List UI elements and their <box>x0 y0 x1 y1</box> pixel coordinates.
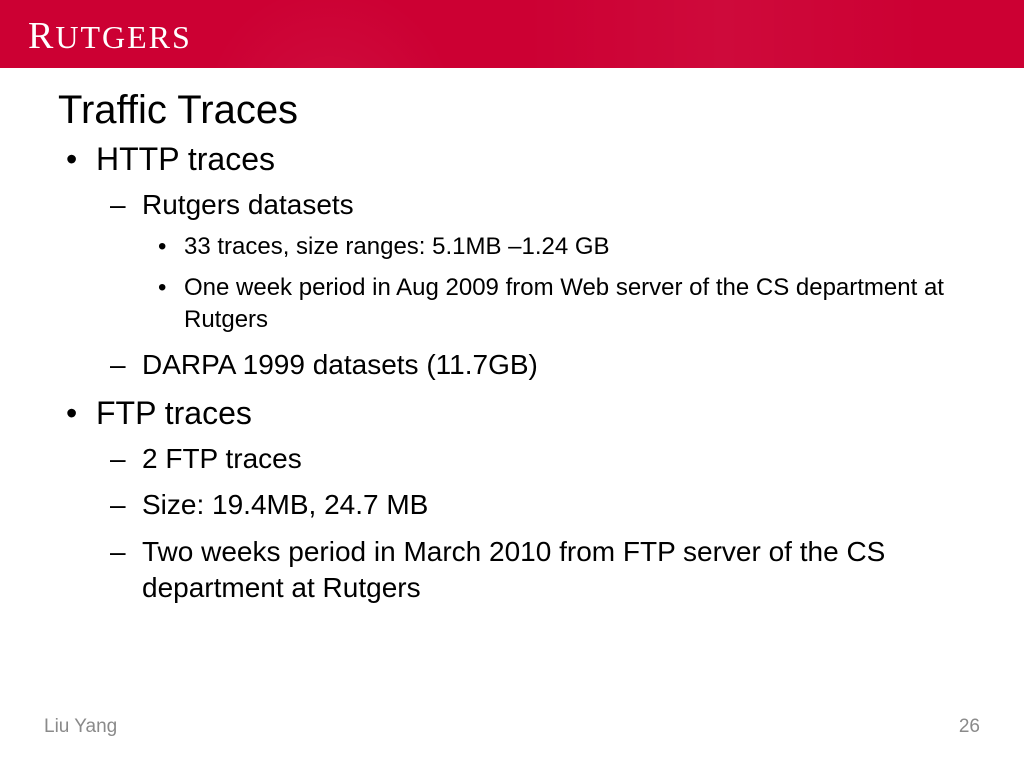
rutgers-logo: RUTGERS <box>28 14 192 58</box>
bullet-item: Size: 19.4MB, 24.7 MB <box>96 487 974 523</box>
bullet-text: HTTP traces <box>96 141 275 177</box>
bullet-text: Rutgers datasets <box>142 189 354 220</box>
bullet-item: DARPA 1999 datasets (11.7GB) <box>96 347 974 383</box>
slide-content: HTTP traces Rutgers datasets 33 traces, … <box>58 139 974 607</box>
bullet-text: 2 FTP traces <box>142 443 302 474</box>
bullet-item: 33 traces, size ranges: 5.1MB –1.24 GB <box>142 231 974 263</box>
bullet-item: 2 FTP traces <box>96 441 974 477</box>
bullet-text: DARPA 1999 datasets (11.7GB) <box>142 349 538 380</box>
header-bar: RUTGERS <box>0 0 1024 68</box>
bullet-text: FTP traces <box>96 395 252 431</box>
bullet-item: FTP traces 2 FTP traces Size: 19.4MB, 24… <box>58 393 974 607</box>
bullet-item: HTTP traces Rutgers datasets 33 traces, … <box>58 139 974 383</box>
bullet-item: One week period in Aug 2009 from Web ser… <box>142 272 974 337</box>
footer-page-number: 26 <box>959 716 980 738</box>
bullet-text: One week period in Aug 2009 from Web ser… <box>184 274 944 333</box>
bullet-item: Two weeks period in March 2010 from FTP … <box>96 534 974 607</box>
bullet-text: Size: 19.4MB, 24.7 MB <box>142 489 428 520</box>
bullet-text: 33 traces, size ranges: 5.1MB –1.24 GB <box>184 233 610 260</box>
bullet-list-level2: 2 FTP traces Size: 19.4MB, 24.7 MB Two w… <box>96 441 974 607</box>
bullet-text: Two weeks period in March 2010 from FTP … <box>142 536 885 603</box>
bullet-list-level3: 33 traces, size ranges: 5.1MB –1.24 GB O… <box>142 231 974 336</box>
bullet-list-level2: Rutgers datasets 33 traces, size ranges:… <box>96 187 974 383</box>
slide-footer: Liu Yang 26 <box>0 716 1024 738</box>
footer-author: Liu Yang <box>44 716 117 738</box>
bullet-item: Rutgers datasets 33 traces, size ranges:… <box>96 187 974 337</box>
slide-title: Traffic Traces <box>58 88 1024 133</box>
bullet-list-level1: HTTP traces Rutgers datasets 33 traces, … <box>58 139 974 607</box>
